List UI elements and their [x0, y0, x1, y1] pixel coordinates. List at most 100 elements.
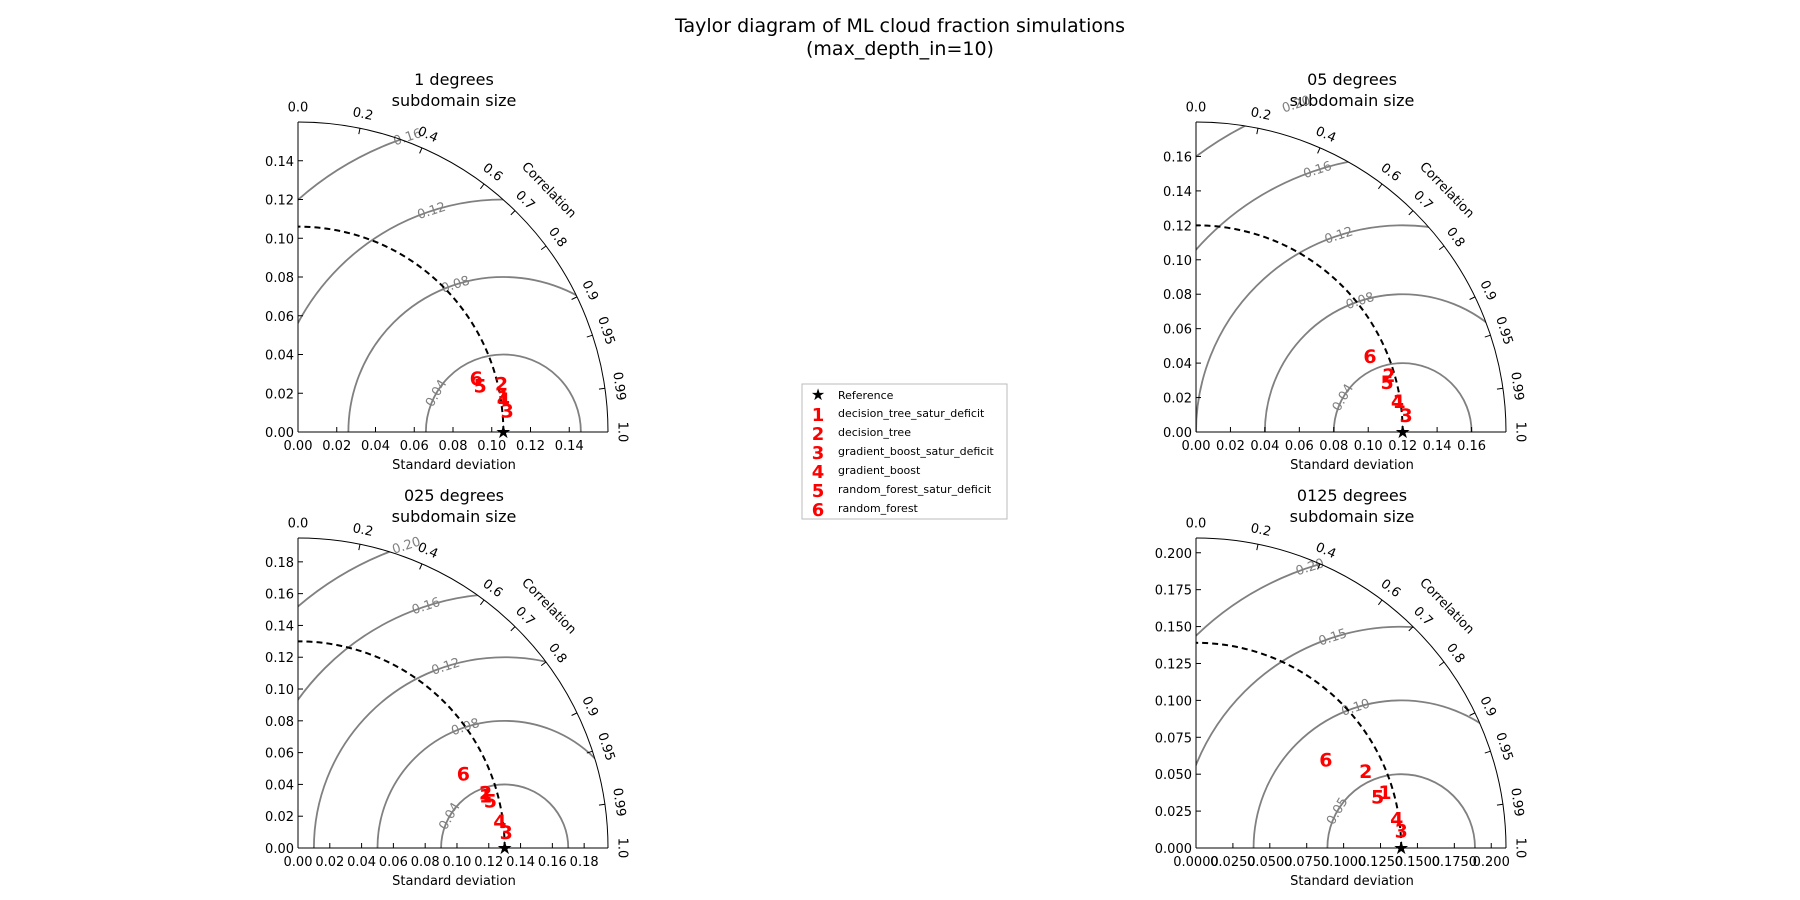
- x-axis-label: Standard deviation: [1290, 874, 1414, 889]
- corr-tick: [358, 128, 361, 135]
- y-tick-label: 0.14: [265, 619, 294, 634]
- y-tick-label: 0.12: [265, 651, 294, 666]
- x-tick-label: 0.14: [555, 439, 584, 454]
- corr-tick-label: 0.2: [351, 521, 374, 540]
- corr-tick-label: 0.9: [578, 694, 601, 719]
- y-tick-label: 0.06: [265, 747, 294, 762]
- corr-tick: [598, 803, 605, 806]
- corr-tick-label: 0.6: [1378, 577, 1404, 601]
- rms-label: 0.04: [1330, 382, 1357, 415]
- x-tick-label: 0.08: [1319, 439, 1348, 454]
- legend-entry-label: decision_tree_satur_deficit: [838, 407, 985, 420]
- corr-tick-label: 0.99: [609, 371, 628, 402]
- rms-contour: [1332, 362, 1473, 432]
- legend-entry-label: gradient_boost_satur_deficit: [838, 445, 994, 458]
- panel-title-line1: 025 degrees: [404, 486, 504, 505]
- y-tick-label: 0.04: [265, 778, 294, 793]
- corr-tick: [571, 296, 578, 300]
- corr-tick-label: 0.7: [1410, 604, 1435, 629]
- model-point-3: 3: [501, 401, 514, 423]
- panel-title-line1: 1 degrees: [414, 70, 494, 89]
- corr-tick-label: 0.9: [1476, 694, 1499, 719]
- y-tick-label: 0.150: [1155, 621, 1192, 636]
- model-point-1: 1: [1378, 782, 1391, 804]
- corr-tick: [479, 183, 485, 190]
- corr-tick: [1317, 563, 1321, 570]
- outer-arc: [1195, 121, 1507, 433]
- legend-entry-label: random_forest: [838, 502, 919, 515]
- legend-marker: 2: [812, 424, 825, 445]
- y-tick-label: 0.12: [1163, 219, 1192, 234]
- x-tick-label: 0.08: [439, 439, 468, 454]
- corr-tick-label: 0.95: [594, 315, 617, 347]
- reference-std-arc: [1195, 641, 1403, 849]
- model-point-2: 2: [495, 374, 508, 396]
- corr-tick-label: 0.4: [415, 540, 440, 562]
- legend: ★ Reference 1 decision_tree_satur_deficit 2 d…: [801, 383, 1008, 521]
- x-tick-label: 0.10: [1354, 439, 1383, 454]
- corr-tick-label: 0.99: [1507, 787, 1526, 818]
- corr-tick-label: 1.0: [615, 422, 630, 443]
- legend-marker: 4: [812, 462, 825, 483]
- model-point-3: 3: [1399, 405, 1412, 427]
- rms-label: 0.04: [436, 800, 463, 833]
- corr-tick-label: 0.95: [594, 731, 617, 763]
- corr-tick-label: 0.9: [578, 278, 601, 303]
- corr-tick-label: 0.6: [480, 577, 506, 601]
- x-tick-label: 0.14: [506, 855, 535, 870]
- corr-tick-label: 0.8: [545, 225, 569, 251]
- model-point-2: 2: [1382, 365, 1395, 387]
- y-tick-label: 0.025: [1155, 805, 1192, 820]
- reference-star: ★: [495, 422, 511, 443]
- y-tick-label: 0.08: [1163, 288, 1192, 303]
- x-axis-label: Standard deviation: [392, 874, 516, 889]
- corr-tick: [1408, 210, 1414, 216]
- corr-tick: [479, 599, 485, 606]
- y-tick-label: 0.16: [265, 588, 294, 603]
- rms-label: 0.12: [416, 200, 448, 223]
- x-tick-label: 0.12: [1388, 439, 1417, 454]
- corr-tick: [419, 147, 423, 154]
- rms-label: 0.16: [1302, 159, 1334, 182]
- corr-tick-label: 0.6: [1378, 161, 1404, 185]
- legend-entry-label: decision_tree: [838, 426, 911, 439]
- model-point-2: 2: [479, 782, 492, 804]
- rms-label: 0.10: [1340, 696, 1372, 719]
- y-tick-label: 0.00: [265, 426, 294, 441]
- panel-title-line2: subdomain size: [1290, 91, 1415, 110]
- corr-tick-label: 0.7: [1410, 188, 1435, 213]
- model-point-5: 5: [1371, 786, 1384, 808]
- x-tick-label: 0.00: [284, 439, 313, 454]
- legend-star-icon: ★: [811, 385, 825, 404]
- rms-contour: [424, 353, 582, 432]
- rms-label: 0.16: [410, 595, 442, 618]
- legend-entry-label: random_forest_satur_deficit: [838, 483, 992, 496]
- corr-tick: [540, 661, 547, 666]
- y-tick-label: 0.02: [265, 387, 294, 402]
- model-point-6: 6: [457, 763, 470, 785]
- corr-tick-label: 0.6: [480, 161, 506, 185]
- corr-tick-label: 0.99: [609, 787, 628, 818]
- y-tick-label: 0.04: [1163, 357, 1192, 372]
- corr-tick: [1438, 661, 1445, 666]
- y-tick-label: 0.00: [1163, 426, 1192, 441]
- corr-tick: [1469, 296, 1476, 300]
- corr-tick-label: 0.2: [1249, 521, 1272, 540]
- corr-tick: [1408, 626, 1414, 632]
- corr-tick: [1484, 750, 1491, 754]
- x-tick-label: 0.1250: [1358, 855, 1404, 870]
- y-tick-label: 0.10: [1163, 254, 1192, 269]
- model-point-5: 5: [484, 790, 497, 812]
- corr-tick: [586, 750, 593, 754]
- rms-contour: [312, 656, 608, 848]
- y-tick-label: 0.14: [265, 155, 294, 170]
- corr-tick-label: 0.8: [1443, 225, 1467, 251]
- rms-label: 0.15: [1317, 626, 1349, 649]
- panel-title-line2: subdomain size: [1290, 507, 1415, 526]
- corr-tick: [571, 712, 578, 716]
- rms-contour: [1196, 122, 1506, 432]
- y-tick-label: 0.06: [265, 310, 294, 325]
- corr-tick-label: 0.4: [1313, 124, 1338, 146]
- x-tick-label: 0.10: [477, 439, 506, 454]
